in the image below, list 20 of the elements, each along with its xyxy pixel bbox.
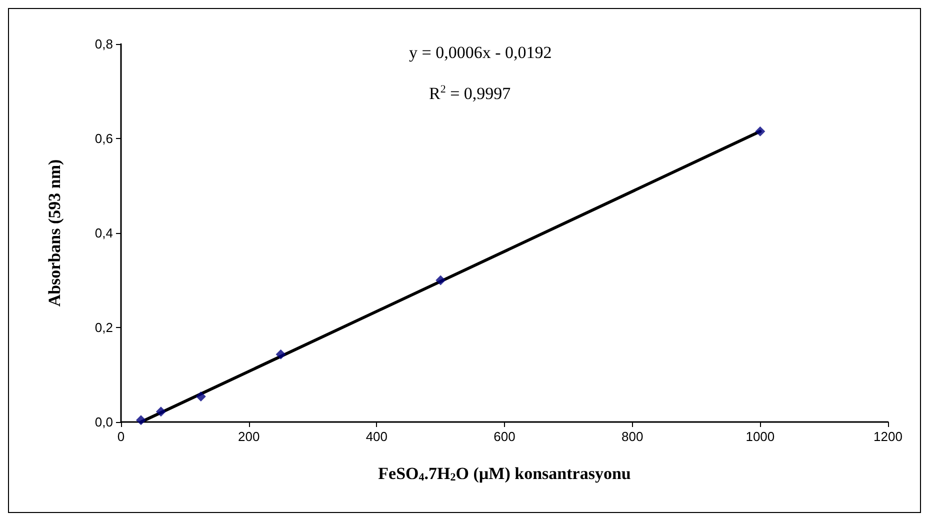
y-tick-label: 0,0: [94, 414, 113, 430]
x-tick-label: 0: [117, 429, 125, 444]
annotation: y = 0,0006x - 0,0192: [409, 43, 552, 62]
point: [196, 391, 206, 402]
point: [156, 406, 166, 417]
x-tick-label: 800: [621, 429, 644, 444]
x-tick-label: 200: [238, 429, 260, 444]
point: [436, 275, 446, 286]
point: [755, 126, 766, 136]
x-tick-label: 400: [366, 429, 388, 444]
y-tick-label: 0,4: [94, 226, 113, 240]
x-tick-label: 600: [494, 429, 516, 444]
point: [276, 349, 286, 360]
y-axis-title: Absorbans (593 nm): [45, 159, 64, 307]
x-tick-label: 1200: [874, 429, 902, 444]
y-tick-label: 0,2: [94, 320, 113, 335]
y-tick-label: 0,6: [94, 131, 113, 146]
x-tick-label: 1000: [746, 429, 775, 444]
y-tick-label: 0,8: [94, 36, 113, 52]
point: [136, 415, 146, 426]
